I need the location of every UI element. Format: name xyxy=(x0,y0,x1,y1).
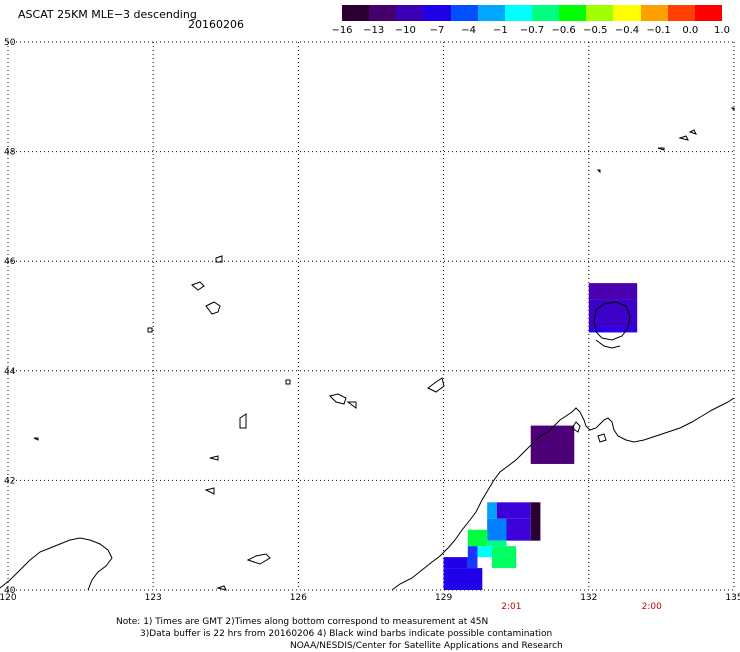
color-swatch xyxy=(369,5,397,21)
color-swatch xyxy=(342,5,370,21)
color-swatch xyxy=(613,5,642,21)
lon-tick-label: 123 xyxy=(145,593,162,603)
color-swatch xyxy=(559,5,587,21)
wind-cell xyxy=(487,502,497,519)
wind-cell xyxy=(443,568,483,590)
color-swatch xyxy=(504,5,533,21)
legend-tick-label: −13 xyxy=(363,25,385,36)
wind-cell xyxy=(588,299,638,327)
wind-cell xyxy=(467,546,478,569)
legend-tick-label: 0.0 xyxy=(682,25,699,36)
graticule-grid xyxy=(7,41,735,591)
wind-cell xyxy=(467,529,488,547)
legend-tick-label: −7 xyxy=(429,25,445,36)
lat-tick-label: 48 xyxy=(4,148,16,158)
color-swatch xyxy=(532,5,560,21)
lat-tick-label: 40 xyxy=(4,586,16,596)
wind-cell xyxy=(487,518,507,541)
wind-cell xyxy=(496,502,531,519)
color-swatch xyxy=(396,5,424,21)
color-swatch xyxy=(477,5,506,21)
lon-tick-label: 132 xyxy=(580,593,597,603)
legend-tick-label: 1.0 xyxy=(714,25,730,36)
wind-cell xyxy=(588,283,638,300)
wind-cell xyxy=(588,326,638,333)
time-labels: 2:01 2:00 xyxy=(501,602,662,612)
map-title: ASCAT 25KM MLE−3 descending xyxy=(18,8,197,21)
wind-cell xyxy=(530,502,541,541)
legend-tick-label: −0.6 xyxy=(551,25,576,36)
lon-tick-label: 135 xyxy=(725,593,740,603)
note-line-3: NOAA/NESDIS/Center for Satellite Applica… xyxy=(290,641,563,651)
pass-time-label: 2:00 xyxy=(642,602,662,612)
note-line-2: 3)Data buffer is 22 hrs from 20160206 4)… xyxy=(140,629,553,639)
lat-tick-label: 46 xyxy=(4,257,16,267)
coastline xyxy=(0,107,735,591)
legend-tick-label: −0.1 xyxy=(646,25,671,36)
map-date: 20160206 xyxy=(188,18,244,31)
legend-tick-label: −0.7 xyxy=(519,25,545,36)
axis-tick-labels: 120 123 126 129 132 135 50 48 46 44 42 40 xyxy=(0,38,740,603)
wind-cell xyxy=(492,546,517,569)
lat-tick-label: 42 xyxy=(4,476,15,486)
wind-cell xyxy=(487,540,507,547)
color-swatch xyxy=(694,5,723,21)
legend-tick-label: −0.4 xyxy=(614,25,640,36)
color-swatch xyxy=(667,5,696,21)
color-legend: −16 −13 −10 −7 −4 −1 −0.7 −0.6 −0.5 −0.4 −0.1 0.0 1.… xyxy=(331,5,730,36)
color-swatch xyxy=(450,5,479,21)
lon-tick-label: 126 xyxy=(290,593,307,603)
lon-tick-label: 129 xyxy=(435,593,452,603)
wind-cell xyxy=(530,425,575,464)
wind-cell xyxy=(477,546,492,558)
color-swatch xyxy=(640,5,669,21)
lat-tick-label: 50 xyxy=(4,38,16,48)
color-swatch xyxy=(423,5,452,21)
legend-tick-label: −4 xyxy=(461,25,477,36)
color-swatch xyxy=(586,5,614,21)
legend-tick-label: −0.5 xyxy=(583,25,608,36)
lon-tick-label: 120 xyxy=(0,593,17,603)
legend-tick-label: −16 xyxy=(331,25,353,36)
legend-tick-label: −10 xyxy=(394,25,416,36)
lat-tick-label: 44 xyxy=(4,367,16,377)
wind-cell xyxy=(506,518,531,541)
legend-tick-label: −1 xyxy=(492,25,508,36)
pass-time-label: 2:01 xyxy=(501,602,521,612)
wind-cell xyxy=(443,557,468,569)
note-line-1: Note: 1) Times are GMT 2)Times along bot… xyxy=(116,617,489,627)
